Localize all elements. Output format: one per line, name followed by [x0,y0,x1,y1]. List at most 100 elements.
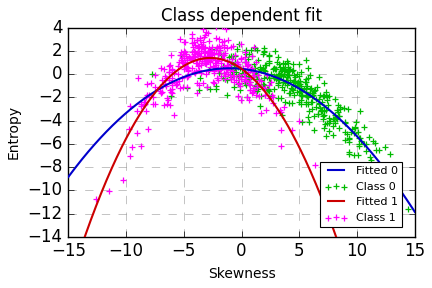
Class 1 [223,46,230,51]
Class 0 [228,54,235,58]
Class 0 [321,122,328,126]
Class 0 [227,61,234,66]
Class 1 [219,56,226,60]
Class 0 [274,76,281,80]
Class 1 [246,68,253,72]
Class 1 [195,43,202,48]
Class 0 [281,87,288,92]
Class 1 [151,73,158,78]
Class 0 [335,114,342,119]
Class 0 [287,86,294,90]
Class 0 [309,93,316,97]
Class 0 [325,121,332,126]
Fitted 1 [66,285,71,288]
Class 0 [293,89,300,94]
Class 1 [184,74,191,78]
Class 0 [250,69,257,74]
Class 0 [296,88,303,93]
Class 0 [298,98,305,103]
Class 1 [143,82,150,86]
Class 1 [219,24,226,28]
Class 0 [286,67,293,72]
Class 0 [299,92,305,97]
Class 0 [302,86,309,90]
Class 0 [350,153,357,157]
Class 0 [363,142,370,147]
Class 1 [170,113,177,118]
Class 0 [351,126,358,130]
Class 0 [295,73,302,78]
Class 0 [312,105,319,109]
Class 0 [232,54,239,59]
Class 1 [216,48,223,52]
Class 1 [175,60,182,65]
Class 1 [194,61,200,66]
Class 0 [313,97,320,102]
Class 1 [201,59,208,63]
Class 1 [236,82,243,87]
Class 1 [157,84,164,89]
Class 1 [212,36,219,41]
Class 1 [189,54,196,59]
Class 1 [165,70,172,74]
Class 1 [196,82,203,87]
Class 1 [207,50,214,54]
Class 1 [220,64,227,68]
Class 0 [289,87,296,91]
Class 0 [299,94,306,99]
Class 1 [281,105,288,110]
Class 1 [234,60,241,64]
Class 1 [191,54,198,59]
Class 0 [343,131,350,136]
Class 1 [165,77,172,82]
Class 0 [235,73,241,78]
Class 0 [230,68,237,73]
Class 1 [224,71,231,76]
Class 0 [167,93,174,98]
Class 1 [229,44,236,48]
Class 0 [372,140,379,145]
Class 1 [183,65,190,70]
Class 1 [209,79,216,84]
Class 1 [165,63,172,68]
Class 1 [142,99,149,104]
Class 1 [190,53,197,58]
Class 0 [282,68,289,72]
Class 0 [242,83,249,88]
Class 0 [289,62,296,66]
Class 0 [404,207,411,211]
Class 0 [358,139,365,143]
Class 1 [159,78,166,82]
Class 1 [237,84,244,88]
Class 1 [138,144,145,149]
Class 0 [260,76,267,81]
Class 1 [220,71,227,75]
Class 0 [329,133,336,137]
Class 1 [244,95,251,99]
Class 0 [365,135,372,140]
Class 1 [169,81,176,85]
Class 0 [324,98,330,103]
Class 0 [357,136,364,140]
Class 1 [186,55,193,60]
Class 1 [194,81,200,86]
Class 1 [220,44,227,49]
Class 0 [265,89,272,94]
Class 1 [253,60,260,65]
Class 1 [127,104,133,109]
Class 0 [252,73,259,77]
Class 0 [285,80,292,84]
Class 0 [242,81,249,86]
Class 0 [231,85,238,90]
Class 0 [253,77,260,81]
Class 0 [292,83,299,87]
Class 1 [148,81,155,85]
Class 1 [168,68,175,72]
Class 1 [189,50,196,55]
Class 1 [203,85,210,90]
Class 1 [249,85,256,90]
Class 1 [195,51,202,56]
Class 1 [161,82,168,86]
Class 1 [249,65,256,70]
Class 0 [274,83,281,88]
